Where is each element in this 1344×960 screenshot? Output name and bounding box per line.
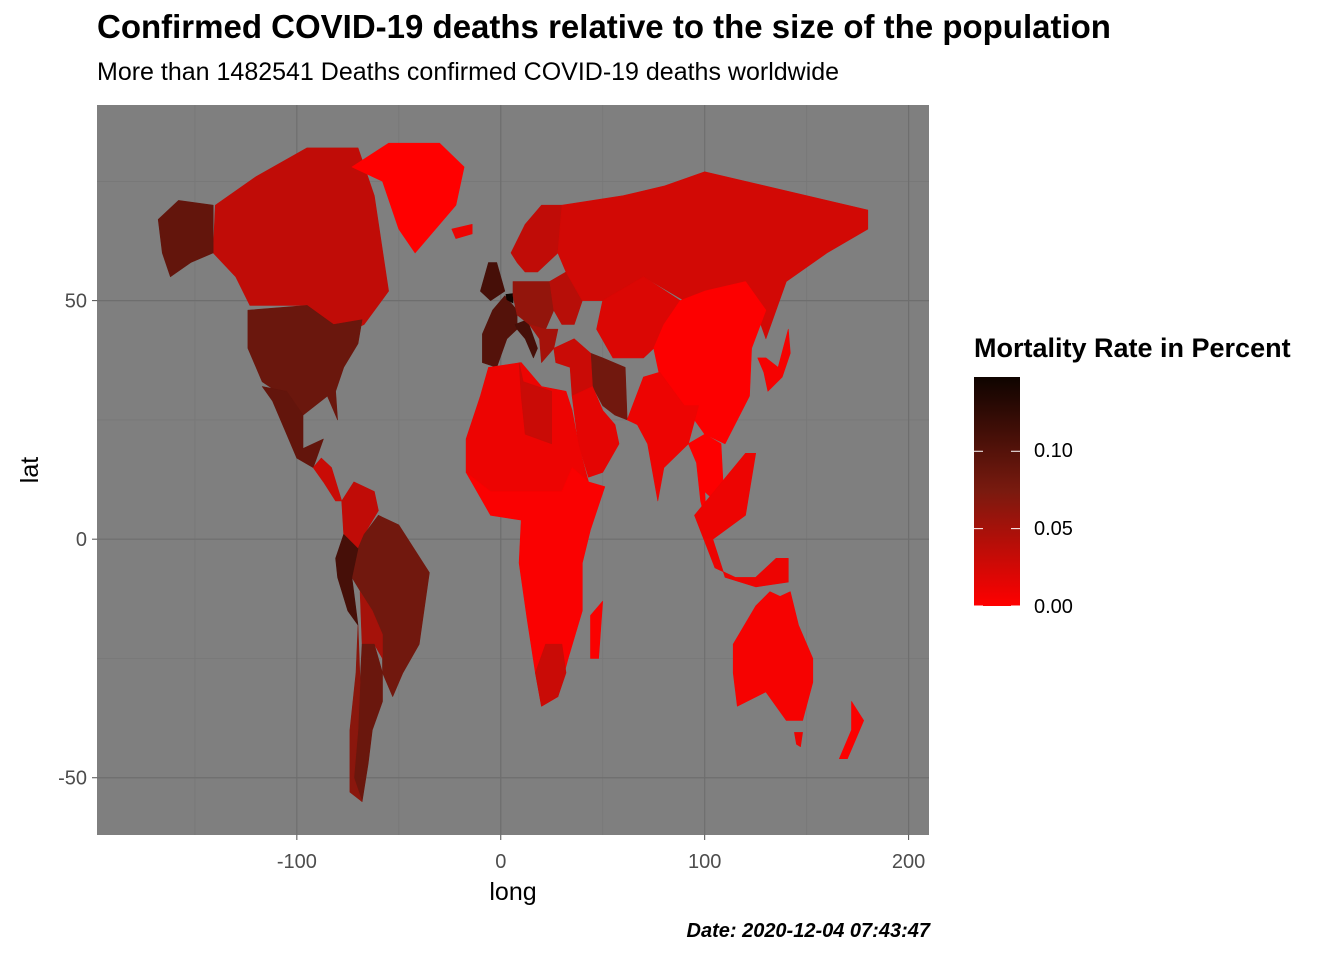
- region-chile: [349, 624, 363, 802]
- x-axis-title: long: [489, 878, 536, 906]
- region-belgium: [505, 293, 514, 304]
- region-indonesia-philippines: [694, 452, 789, 588]
- region-greenland: [351, 142, 465, 254]
- region-peru: [335, 534, 359, 626]
- axes: -100 0 100 200 50 0 -50 long lat: [16, 291, 925, 906]
- x-tick-label: 100: [688, 851, 721, 873]
- region-madagascar: [590, 600, 604, 659]
- x-tick-label: -100: [277, 851, 317, 873]
- region-usa: [247, 305, 363, 421]
- region-alaska: [157, 200, 214, 278]
- region-iran: [590, 352, 628, 421]
- region-southern-africa: [535, 643, 567, 707]
- legend-label-mid: 0.05: [1034, 518, 1073, 540]
- legend-ticks: [974, 450, 1020, 607]
- region-mexico: [261, 386, 324, 468]
- y-axis-title: lat: [16, 457, 44, 483]
- legend-label-low: 0.00: [1034, 596, 1073, 618]
- y-tick-label: 0: [76, 529, 87, 551]
- x-tick-label: 0: [495, 851, 506, 873]
- date-caption: Date: 2020-12-04 07:43:47: [686, 920, 931, 942]
- region-russia: [557, 171, 869, 340]
- region-australia: [732, 591, 814, 721]
- region-new-zealand: [838, 701, 865, 760]
- region-japan-korea: [757, 328, 791, 392]
- legend-title: Mortality Rate in Percent: [974, 333, 1291, 363]
- region-arabia: [571, 386, 620, 478]
- x-tick-label: 200: [892, 851, 925, 873]
- page-subtitle: More than 1482541 Deaths confirmed COVID…: [97, 58, 840, 86]
- region-libya-algeria: [518, 362, 553, 445]
- legend-colorbar: [974, 377, 1020, 606]
- region-iceland: [451, 224, 473, 239]
- region-tasmania: [794, 732, 803, 748]
- country-polygons: [157, 142, 869, 802]
- legend-label-high: 0.10: [1034, 440, 1073, 462]
- y-tick-label: -50: [58, 768, 87, 790]
- region-sub-saharan-africa: [465, 467, 606, 707]
- region-canada: [212, 147, 389, 340]
- page-title: Confirmed COVID-19 deaths relative to th…: [97, 8, 1111, 45]
- region-uk-ireland: [480, 262, 506, 301]
- y-tick-label: 50: [65, 291, 87, 313]
